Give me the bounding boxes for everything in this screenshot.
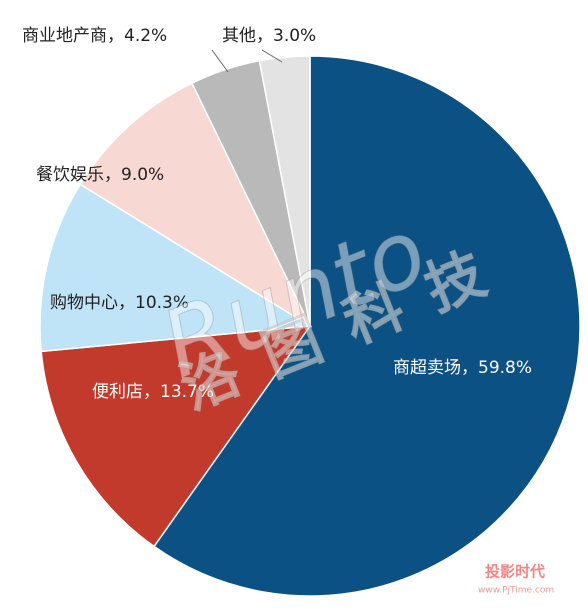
leader-line [211,49,229,73]
leader-line [261,49,283,63]
pie-slice [40,325,312,548]
pie-slice [153,55,581,597]
pie-slice [39,183,313,353]
data-label: 其他，3.0% [222,26,316,46]
data-label: 商业地产商，4.2% [22,26,167,46]
data-label: 便利店，13.7% [92,382,214,402]
watermark-url: www.PjTime.com [478,586,554,596]
data-label: 商超卖场，59.8% [393,358,532,378]
pie-slice [79,82,312,328]
watermark-site: 投影时代 [485,563,545,581]
data-label: 餐饮娱乐，9.0% [36,165,164,185]
labels: 商超卖场，59.8% 便利店，13.7% 购物中心，10.3% 餐饮娱乐，9.0% 商业… [22,26,532,402]
pie-slice [258,55,311,327]
data-label: 购物中心，10.3% [50,293,189,313]
slices [39,55,581,597]
